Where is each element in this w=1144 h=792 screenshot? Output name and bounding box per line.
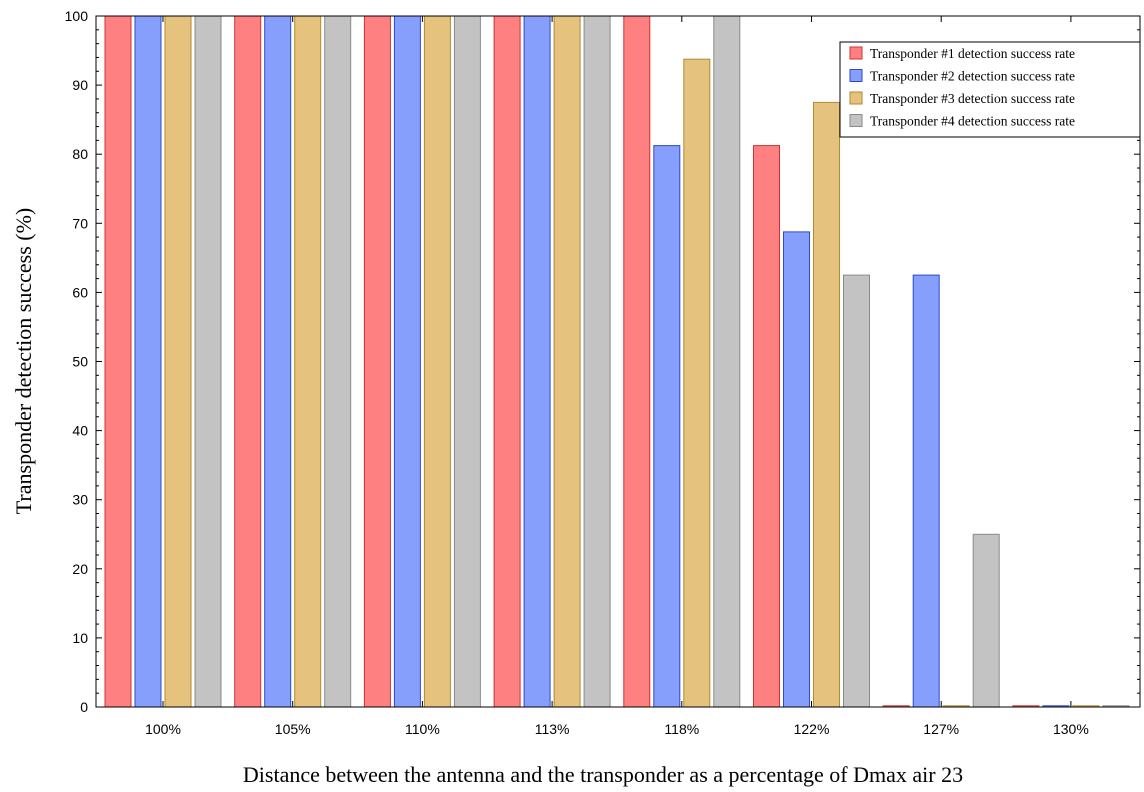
bar [813,101,840,708]
legend-label: Transponder #3 detection success rate [870,91,1075,106]
bar [553,15,581,708]
bar [583,15,611,708]
y-axis: 0 10 20 30 40 50 60 70 80 90 100 [65,8,1140,715]
x-tick-label: 110% [405,721,440,737]
legend: Transponder #1 detection success rate Tra… [839,41,1141,138]
bar [972,533,1000,708]
bar [423,15,451,708]
x-tick-label: 118% [664,721,699,737]
bar [324,15,352,708]
legend-label: Transponder #4 detection success rate [870,114,1075,129]
bar [653,145,681,708]
y-tick-label: 10 [72,630,88,646]
y-tick-label: 100 [65,8,89,24]
bar [523,15,551,708]
bar [683,58,711,708]
bar [753,145,780,708]
y-tick-label: 80 [72,146,88,162]
legend-swatch [849,69,863,82]
bar [912,274,940,708]
bar [493,15,521,708]
x-axis: 100% 105% 110% 113% 118% 122% 127% 130% [145,16,1089,737]
bar [104,15,132,708]
y-tick-label: 40 [72,423,88,439]
y-axis-title: Transponder detection success (%) [11,208,36,515]
x-axis-title: Distance between the antenna and the tra… [243,762,963,787]
x-tick-label: 122% [794,721,830,737]
x-tick-label: 113% [535,721,570,737]
bar [393,15,421,708]
x-tick-label: 100% [145,721,181,737]
x-tick-label: 105% [275,721,311,737]
legend-swatch [849,46,863,60]
legend-items: Transponder #1 detection success rate Tra… [849,46,1075,129]
bar [843,274,870,708]
bar [363,15,391,708]
legend-label: Transponder #1 detection success rate [870,46,1075,61]
bar [234,15,262,708]
y-tick-label: 70 [72,215,88,231]
legend-swatch [849,91,863,105]
y-tick-label: 90 [72,77,88,93]
y-tick-label: 20 [72,561,88,577]
bar [783,231,810,708]
y-tick-label: 0 [80,699,88,715]
bar [194,15,222,708]
bar [623,15,651,708]
x-tick-label: 130% [1053,721,1089,737]
bar [294,15,322,708]
legend-swatch [849,114,863,127]
bar [713,15,741,708]
legend-box [839,41,1141,138]
y-tick-label: 30 [72,492,88,508]
bar [264,15,292,708]
y-tick-label: 60 [72,284,88,300]
y-tick-label: 50 [72,354,88,370]
bars-layer [104,15,1130,708]
bar [164,15,192,708]
x-tick-label: 127% [923,721,959,737]
bar [453,15,481,708]
bar [134,15,162,708]
legend-label: Transponder #2 detection success rate [870,69,1075,84]
